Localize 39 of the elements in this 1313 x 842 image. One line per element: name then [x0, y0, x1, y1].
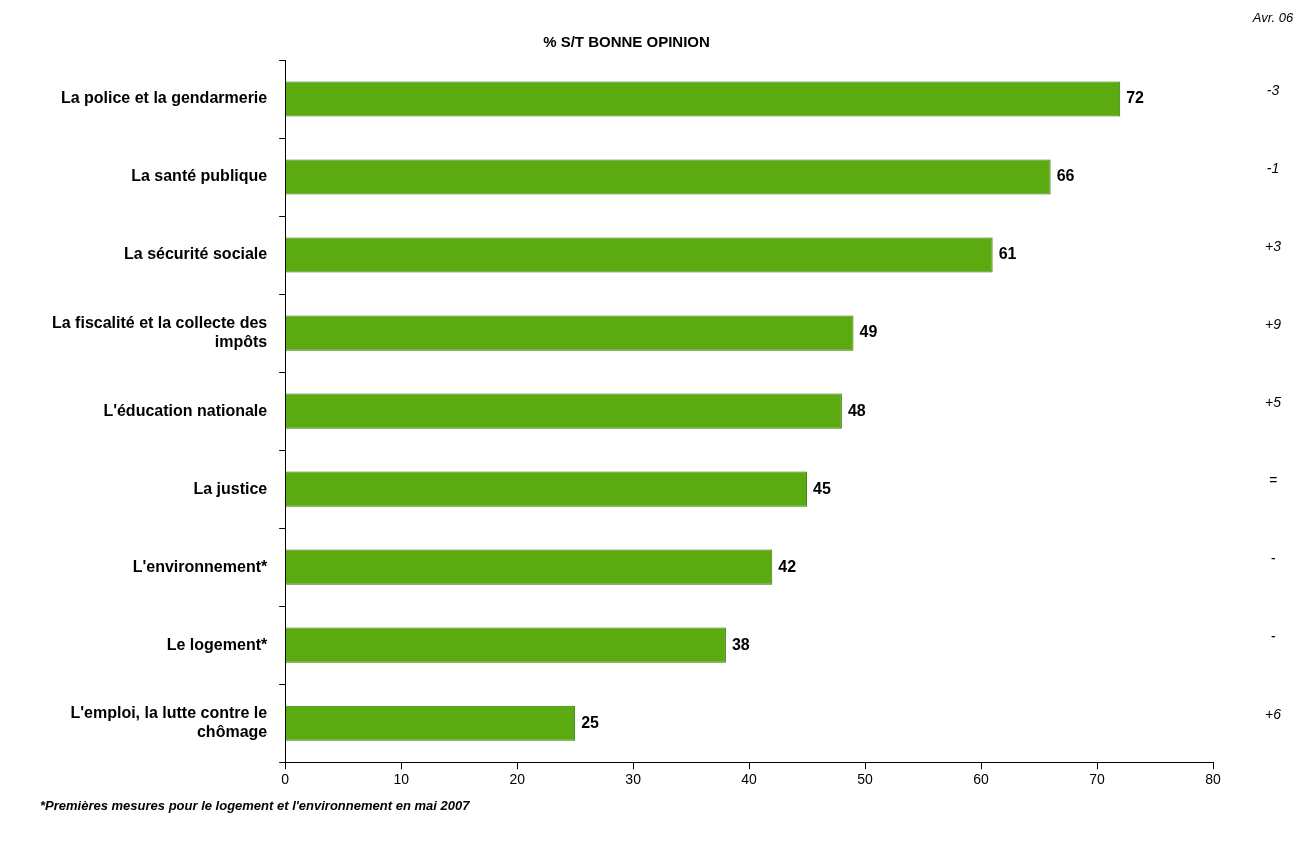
text: +6	[1265, 706, 1282, 723]
y-tick-label: L'emploi, la lutte contre le chômage	[70, 704, 268, 741]
y-tick-label: L'environnement*	[132, 557, 268, 575]
text: +9	[1265, 315, 1282, 332]
text: +3	[1265, 237, 1282, 254]
data-label: 45	[813, 479, 831, 497]
y-tick-label: La fiscalité et la collecte des impôts	[51, 313, 268, 351]
x-tick-label: 30	[625, 771, 642, 788]
text: -	[1270, 550, 1276, 567]
x-tick-label: 10	[393, 771, 410, 788]
x-tick-label: 80	[1205, 771, 1221, 788]
text: =	[1268, 472, 1278, 489]
text: +5	[1265, 393, 1282, 410]
y-tick-label: La justice	[193, 479, 268, 497]
data-label: 49	[859, 323, 878, 341]
x-tick-label: 70	[1089, 771, 1106, 788]
data-label: 38	[731, 635, 750, 653]
text: Avr. 06	[1251, 10, 1294, 25]
chart-title: % S/T BONNE OPINION	[543, 33, 710, 51]
data-label: 61	[998, 245, 1017, 263]
data-label: 66	[1056, 167, 1075, 185]
data-label: 72	[1126, 89, 1145, 107]
y-tick-label: Le logement*	[166, 635, 268, 653]
x-tick-label: 40	[741, 771, 758, 788]
text: -	[1270, 628, 1276, 645]
text: -1	[1266, 159, 1280, 176]
data-label: 48	[847, 401, 866, 419]
y-tick-label: La santé publique	[131, 167, 268, 185]
data-label: 42	[778, 557, 797, 575]
x-tick-label: 20	[509, 771, 526, 788]
text: -3	[1266, 81, 1280, 98]
x-tick-label: 50	[857, 771, 874, 788]
y-tick-label: L'éducation nationale	[103, 401, 268, 419]
y-tick-label: La sécurité sociale	[124, 245, 268, 263]
y-tick-label: La police et la gendarmerie	[60, 89, 268, 107]
text: *Premières mesures pour le logement et l'environnement en mai 2007	[40, 798, 471, 814]
x-tick-label: 0	[281, 771, 290, 788]
x-tick-label: 60	[973, 771, 990, 788]
data-label: 25	[581, 713, 600, 731]
